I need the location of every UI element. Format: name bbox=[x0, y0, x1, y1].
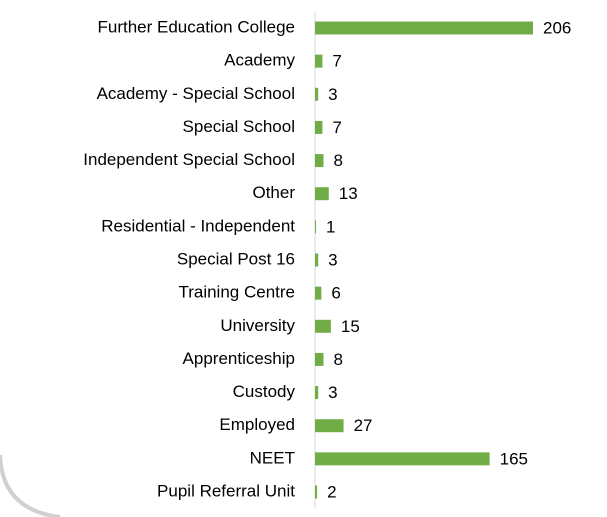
data-label: 206 bbox=[543, 18, 571, 37]
category-label: NEET bbox=[250, 448, 295, 467]
bar bbox=[315, 21, 533, 35]
bar bbox=[315, 87, 319, 101]
data-label: 7 bbox=[332, 118, 341, 137]
data-label: 1 bbox=[326, 217, 335, 236]
data-label: 13 bbox=[339, 184, 358, 203]
bar bbox=[315, 54, 323, 68]
data-label: 2 bbox=[327, 482, 336, 501]
data-label: 15 bbox=[341, 317, 360, 336]
category-label: Residential - Independent bbox=[101, 216, 295, 235]
category-label: Independent Special School bbox=[83, 150, 295, 169]
category-label: Special Post 16 bbox=[177, 249, 295, 268]
bar bbox=[315, 253, 319, 267]
category-label: Other bbox=[252, 183, 295, 202]
bar bbox=[315, 120, 323, 134]
bar bbox=[315, 187, 329, 201]
data-label: 6 bbox=[331, 284, 340, 303]
bar bbox=[315, 386, 319, 400]
data-label: 27 bbox=[354, 416, 373, 435]
data-label: 3 bbox=[328, 250, 337, 269]
data-label: 3 bbox=[328, 383, 337, 402]
bar bbox=[315, 286, 322, 300]
category-label: Apprenticeship bbox=[183, 349, 295, 368]
data-label: 3 bbox=[328, 85, 337, 104]
category-label: Training Centre bbox=[178, 283, 295, 302]
data-label: 8 bbox=[333, 350, 342, 369]
category-label: Academy bbox=[224, 51, 295, 70]
frame-edge bbox=[0, 454, 61, 517]
bar bbox=[315, 154, 324, 168]
bar bbox=[315, 352, 324, 366]
category-label: Academy - Special School bbox=[97, 84, 295, 103]
bar bbox=[315, 419, 344, 433]
bar bbox=[315, 319, 331, 333]
category-label: Employed bbox=[219, 415, 295, 434]
data-label: 7 bbox=[332, 52, 341, 71]
category-label: University bbox=[220, 316, 295, 335]
data-label: 8 bbox=[333, 151, 342, 170]
category-label: Custody bbox=[233, 382, 296, 401]
bar bbox=[315, 220, 317, 234]
bar bbox=[315, 485, 318, 499]
category-label: Pupil Referral Unit bbox=[157, 481, 295, 500]
category-label: Further Education College bbox=[97, 17, 295, 36]
data-label: 165 bbox=[500, 449, 528, 468]
category-label: Special School bbox=[183, 117, 295, 136]
bar bbox=[315, 452, 490, 466]
